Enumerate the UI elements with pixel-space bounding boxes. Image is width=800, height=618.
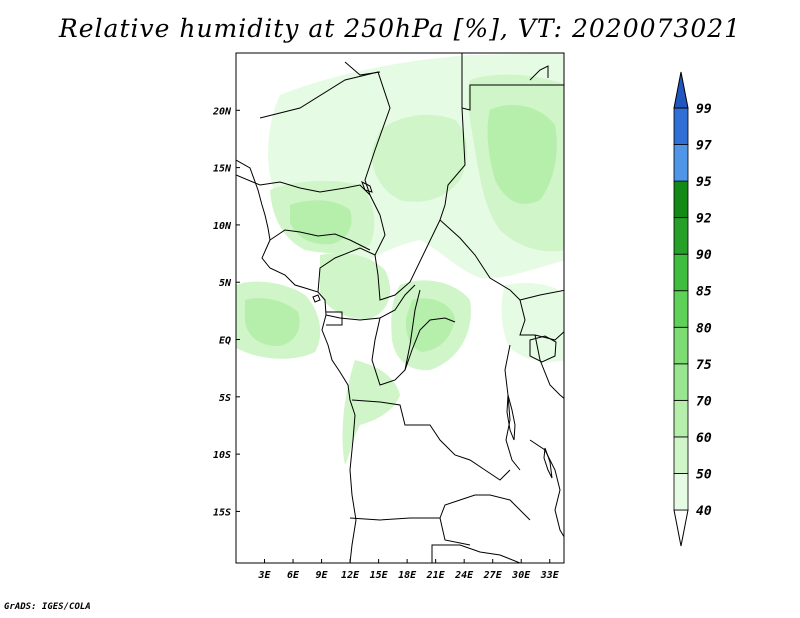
lake-chad xyxy=(361,180,373,193)
border-drc-east xyxy=(504,344,521,471)
longitude-axis: 3E 6E 9E 12E 15E 18E 21E 24E 27E 30E 33E xyxy=(257,559,560,581)
colorbar-segment xyxy=(673,363,689,401)
island-bioko xyxy=(312,294,321,303)
colorbar-max-triangle xyxy=(673,71,689,109)
colorbar-segment xyxy=(673,290,689,328)
lake-tanganyika xyxy=(506,394,516,441)
colorbar-label: 99 xyxy=(696,102,712,117)
colorbar-segment xyxy=(673,473,689,511)
border-sahara-2 xyxy=(344,61,381,76)
colorbar-segment xyxy=(673,217,689,255)
chart-title: Relative humidity at 250hPa [%], VT: 202… xyxy=(58,14,742,43)
border-uganda-kenya xyxy=(519,299,564,341)
coast-red-sea xyxy=(529,65,549,81)
lake-malawi xyxy=(543,447,553,479)
humidity-region-sahel xyxy=(371,114,467,202)
lat-tick-label: 5S xyxy=(219,393,231,404)
lat-tick-label: 10N xyxy=(213,221,232,232)
lon-tick-label: 9E xyxy=(316,570,329,581)
lon-tick-label: 30E xyxy=(511,570,531,581)
lon-tick-label: 21E xyxy=(426,570,446,581)
border-zambia xyxy=(439,494,531,521)
humidity-region-core-east xyxy=(487,105,557,204)
border-niger-chad xyxy=(439,107,521,301)
colorbar-segment xyxy=(673,107,689,145)
border-tanzania xyxy=(534,334,564,399)
map-frame xyxy=(235,52,565,564)
colorbar-min-triangle xyxy=(673,509,689,547)
lon-tick-label: 24E xyxy=(454,570,474,581)
border-drc-angola xyxy=(351,399,511,481)
lon-tick-label: 18E xyxy=(398,570,417,581)
lon-tick-label: 27E xyxy=(483,570,503,581)
humidity-region-cameroon xyxy=(320,253,391,319)
colorbar-label: 85 xyxy=(696,285,712,300)
country-borders xyxy=(236,53,564,563)
border-mali-burkina xyxy=(236,174,371,196)
lat-tick-label: 5N xyxy=(219,278,232,289)
colorbar-label: 75 xyxy=(696,358,712,373)
lake-victoria xyxy=(529,335,557,363)
lon-tick-label: 33E xyxy=(540,570,560,581)
border-chad-car xyxy=(374,214,441,301)
lon-tick-label: 3E xyxy=(257,570,271,581)
colorbar-label: 70 xyxy=(696,394,712,409)
humidity-region-gulf-core xyxy=(245,298,300,347)
border-sudan xyxy=(519,289,564,301)
colorbar-label: 92 xyxy=(696,212,712,227)
border-sahara-1 xyxy=(259,71,391,216)
humidity-region-lakes xyxy=(501,283,564,362)
border-nigeria xyxy=(269,229,371,251)
colorbar-label: 40 xyxy=(696,504,712,519)
grads-credit: GrADS: IGES/COLA xyxy=(4,602,91,612)
lat-tick-label: 15S xyxy=(213,507,231,518)
lat-tick-label: 15N xyxy=(213,164,232,175)
colorbar-segment xyxy=(673,436,689,474)
colorbar-label: 50 xyxy=(696,467,712,482)
colorbar: 40 50 60 70 75 80 85 90 92 95 97 99 xyxy=(673,71,712,547)
colorbar-label: 97 xyxy=(696,139,712,154)
colorbar-segment xyxy=(673,326,689,365)
lat-tick-label: 10S xyxy=(213,450,231,461)
colorbar-label: 60 xyxy=(696,431,712,446)
lat-tick-label: EQ xyxy=(219,336,231,347)
lon-tick-label: 12E xyxy=(341,570,360,581)
colorbar-segment xyxy=(673,144,689,182)
humidity-field xyxy=(236,53,564,465)
lat-tick-label: 20N xyxy=(212,106,232,117)
colorbar-segment xyxy=(673,253,689,292)
colorbar-segment xyxy=(673,180,689,219)
equatorial-guinea-box xyxy=(326,311,343,326)
humidity-region-angola-tongue xyxy=(342,360,400,465)
border-cameroon xyxy=(317,247,376,293)
colorbar-segment xyxy=(673,399,689,438)
lon-tick-label: 6E xyxy=(287,570,300,581)
border-angola-south xyxy=(349,517,471,546)
border-drc-west xyxy=(371,289,421,386)
border-south xyxy=(431,544,521,563)
colorbar-label: 80 xyxy=(696,321,712,336)
border-libya-egypt xyxy=(461,53,564,111)
river-congo xyxy=(404,317,456,371)
latitude-axis: 20N 15N 10N 5N EQ 5S 10S 15S xyxy=(212,106,240,518)
lon-tick-label: 15E xyxy=(370,570,389,581)
colorbar-label: 95 xyxy=(696,175,712,190)
coastline-west-africa xyxy=(236,159,357,563)
colorbar-label: 90 xyxy=(696,248,712,263)
humidity-region-congo-core xyxy=(405,298,455,352)
